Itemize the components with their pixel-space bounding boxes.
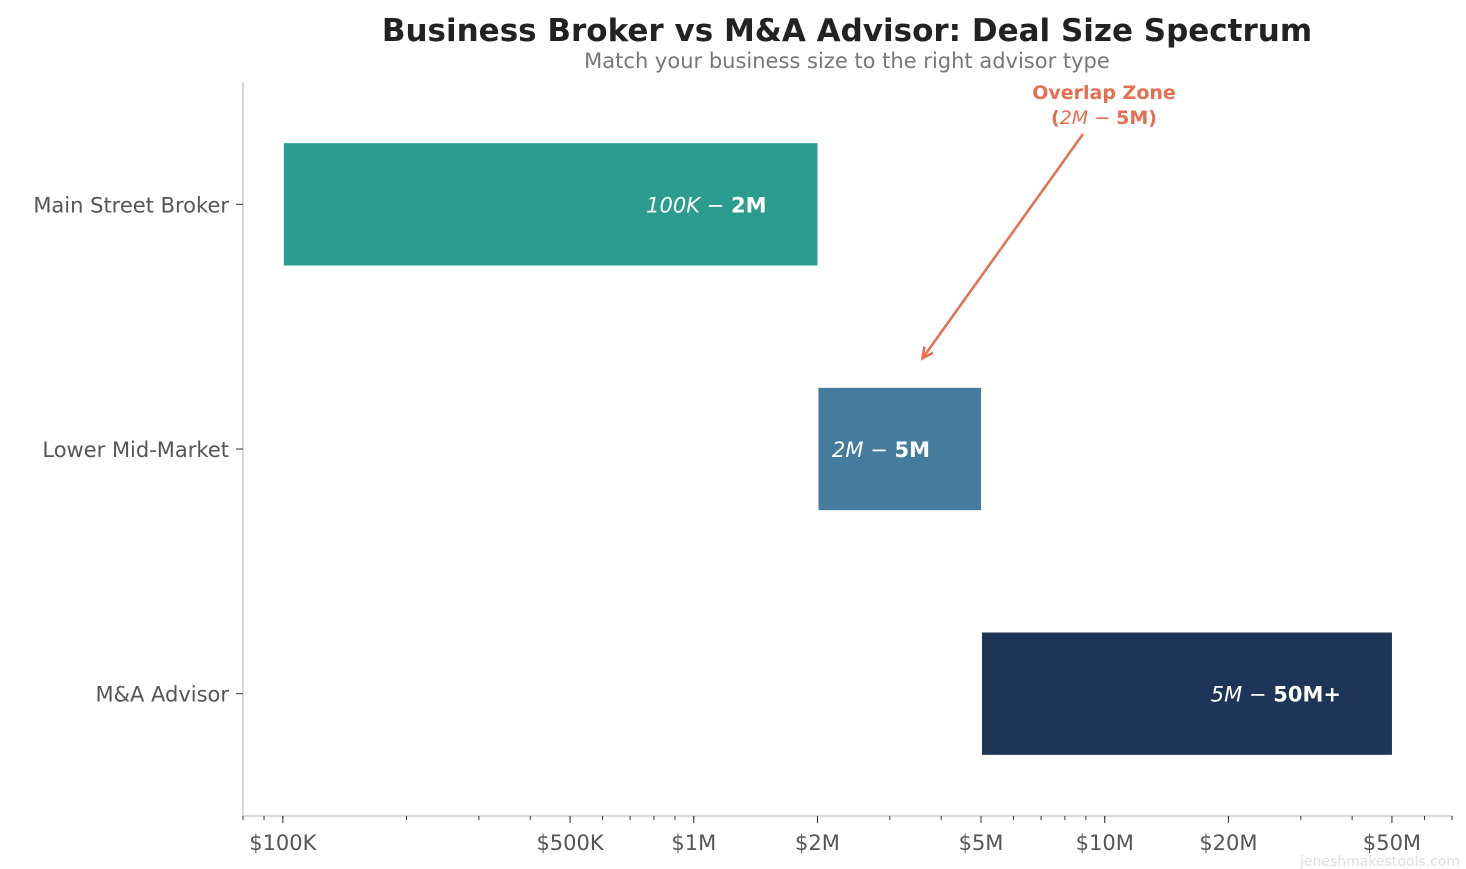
range-bar bbox=[982, 632, 1392, 755]
bar-label: 2M − 5M bbox=[832, 438, 930, 462]
annotation-range-part: 2M − bbox=[1060, 107, 1116, 129]
bar-label-range-start: 2M − bbox=[832, 438, 894, 462]
x-tick-label: $20M bbox=[1199, 831, 1257, 855]
x-tick-label: $500K bbox=[536, 831, 604, 855]
x-tick-label: $100K bbox=[249, 831, 317, 855]
annotation-title: Overlap Zone bbox=[1032, 82, 1176, 104]
watermark: jeneshmakestools.com bbox=[1299, 854, 1460, 869]
range-bar bbox=[283, 143, 818, 266]
range-bar bbox=[818, 387, 982, 511]
chart-subtitle: Match your business size to the right ad… bbox=[584, 49, 1110, 73]
bar-label: 100K − 2M bbox=[646, 193, 766, 217]
x-tick-label: $1M bbox=[671, 831, 716, 855]
x-tick-label: $50M bbox=[1363, 831, 1421, 855]
chart-title: Business Broker vs M&A Advisor: Deal Siz… bbox=[382, 13, 1312, 49]
y-tick-label: Main Street Broker bbox=[33, 193, 229, 217]
annotation-arrow bbox=[921, 133, 1085, 360]
bar-label: 5M − 50M+ bbox=[1211, 683, 1341, 707]
annotation-range: (2M − 5M) bbox=[1051, 107, 1157, 129]
bar-label-range-start: 5M − bbox=[1211, 683, 1273, 707]
x-tick-label: $2M bbox=[795, 831, 840, 855]
y-tick-label: M&A Advisor bbox=[95, 683, 229, 707]
x-tick-label: $5M bbox=[959, 831, 1004, 855]
bar-label-range-end: 2M bbox=[731, 193, 767, 217]
bar-label-range-end: 50M+ bbox=[1273, 683, 1341, 707]
annotation-range-part: ( bbox=[1051, 107, 1060, 129]
arrow-head-icon bbox=[920, 346, 934, 361]
annotation-range-part: 5M) bbox=[1116, 107, 1157, 129]
bar-label-range-start: 100K − bbox=[646, 193, 731, 217]
y-tick-label: Lower Mid-Market bbox=[42, 438, 229, 462]
bar-label-range-end: 5M bbox=[894, 438, 930, 462]
x-tick-label: $10M bbox=[1076, 831, 1134, 855]
